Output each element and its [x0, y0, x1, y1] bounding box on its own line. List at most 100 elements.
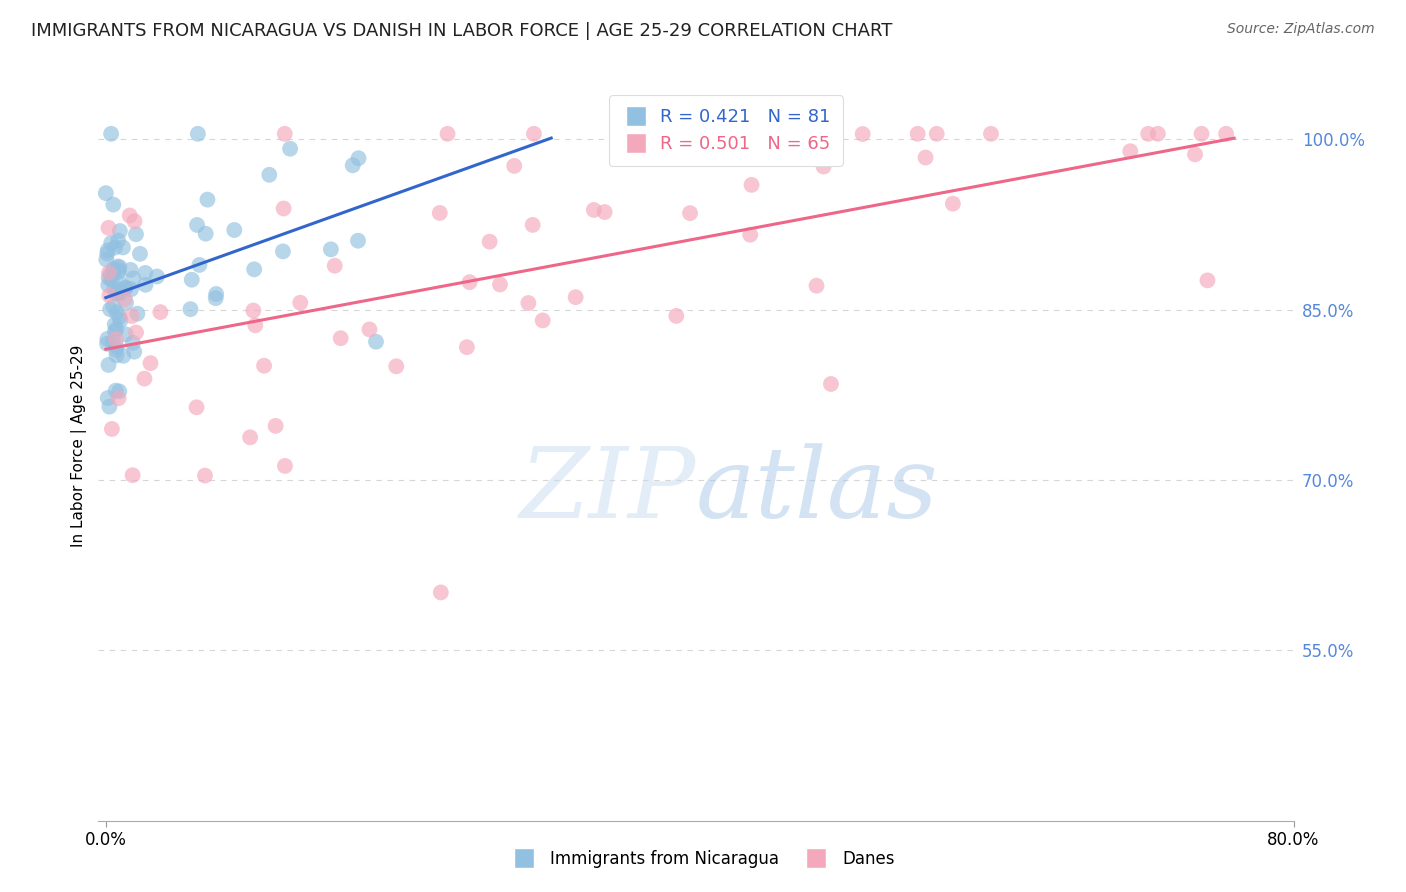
Point: [101, 265, 124, 279]
Point: [239, 430, 262, 444]
Point: [456, 340, 478, 354]
Point: [111, 240, 134, 254]
Point: [347, 151, 370, 165]
Point: [122, 271, 145, 285]
Point: [1191, 127, 1213, 141]
Point: [914, 151, 936, 165]
Point: [115, 295, 138, 310]
Point: [820, 376, 842, 391]
Point: [1197, 273, 1219, 287]
Point: [103, 281, 125, 295]
Point: [359, 322, 381, 336]
Point: [103, 300, 125, 314]
Point: [107, 391, 129, 405]
Point: [264, 418, 287, 433]
Point: [118, 209, 141, 223]
Point: [108, 224, 131, 238]
Point: [430, 585, 453, 599]
Point: [108, 286, 131, 301]
Point: [107, 286, 129, 301]
Point: [436, 127, 458, 141]
Point: [323, 259, 346, 273]
Point: [107, 260, 129, 274]
Point: [97, 220, 120, 235]
Point: [179, 302, 201, 317]
Point: [1147, 127, 1170, 141]
Point: [97, 244, 120, 258]
Point: [98, 288, 121, 302]
Point: [127, 307, 149, 321]
Point: [274, 458, 297, 473]
Point: [342, 158, 364, 172]
Point: [122, 344, 145, 359]
Point: [489, 277, 512, 292]
Point: [104, 286, 127, 301]
Point: [517, 296, 540, 310]
Text: IMMIGRANTS FROM NICARAGUA VS DANISH IN LABOR FORCE | AGE 25-29 CORRELATION CHART: IMMIGRANTS FROM NICARAGUA VS DANISH IN L…: [31, 22, 893, 40]
Point: [139, 356, 162, 370]
Point: [806, 278, 828, 293]
Point: [98, 302, 121, 317]
Point: [134, 266, 156, 280]
Point: [813, 160, 835, 174]
Point: [194, 468, 217, 483]
Point: [522, 218, 544, 232]
Point: [124, 214, 146, 228]
Point: [125, 326, 148, 340]
Point: [224, 223, 246, 237]
Point: [253, 359, 276, 373]
Point: [104, 325, 127, 339]
Point: [103, 197, 125, 211]
Point: [1215, 127, 1237, 141]
Point: [204, 291, 226, 305]
Point: [564, 290, 586, 304]
Point: [110, 313, 132, 327]
Point: [108, 260, 131, 274]
Point: [319, 243, 342, 257]
Point: [100, 273, 122, 287]
Point: [103, 261, 125, 276]
Point: [101, 335, 124, 350]
Point: [104, 332, 127, 346]
Point: [121, 468, 143, 483]
Point: [186, 401, 208, 415]
Point: [105, 339, 128, 353]
Point: [242, 303, 264, 318]
Point: [197, 193, 219, 207]
Y-axis label: In Labor Force | Age 25-29: In Labor Force | Age 25-29: [72, 345, 87, 547]
Point: [105, 305, 128, 319]
Point: [243, 262, 266, 277]
Point: [1184, 147, 1206, 161]
Point: [104, 318, 127, 332]
Point: [114, 327, 136, 342]
Point: [458, 275, 481, 289]
Point: [101, 422, 124, 436]
Point: [100, 268, 122, 282]
Point: [740, 227, 762, 242]
Point: [290, 295, 312, 310]
Point: [98, 400, 121, 414]
Point: [329, 331, 352, 345]
Point: [149, 305, 172, 319]
Point: [942, 196, 965, 211]
Point: [385, 359, 408, 374]
Point: [96, 246, 118, 260]
Point: [907, 127, 929, 141]
Legend: R = 0.421   N = 81, R = 0.501   N = 65: R = 0.421 N = 81, R = 0.501 N = 65: [609, 95, 844, 166]
Point: [205, 287, 228, 301]
Point: [112, 349, 135, 363]
Point: [108, 384, 131, 399]
Point: [94, 186, 117, 201]
Point: [1119, 145, 1142, 159]
Point: [478, 235, 501, 249]
Point: [107, 265, 129, 279]
Point: [274, 127, 297, 141]
Point: [186, 218, 208, 232]
Point: [108, 310, 131, 324]
Point: [180, 273, 202, 287]
Point: [134, 277, 156, 292]
Point: [665, 309, 688, 323]
Point: [582, 202, 605, 217]
Point: [98, 266, 121, 280]
Point: [523, 127, 546, 141]
